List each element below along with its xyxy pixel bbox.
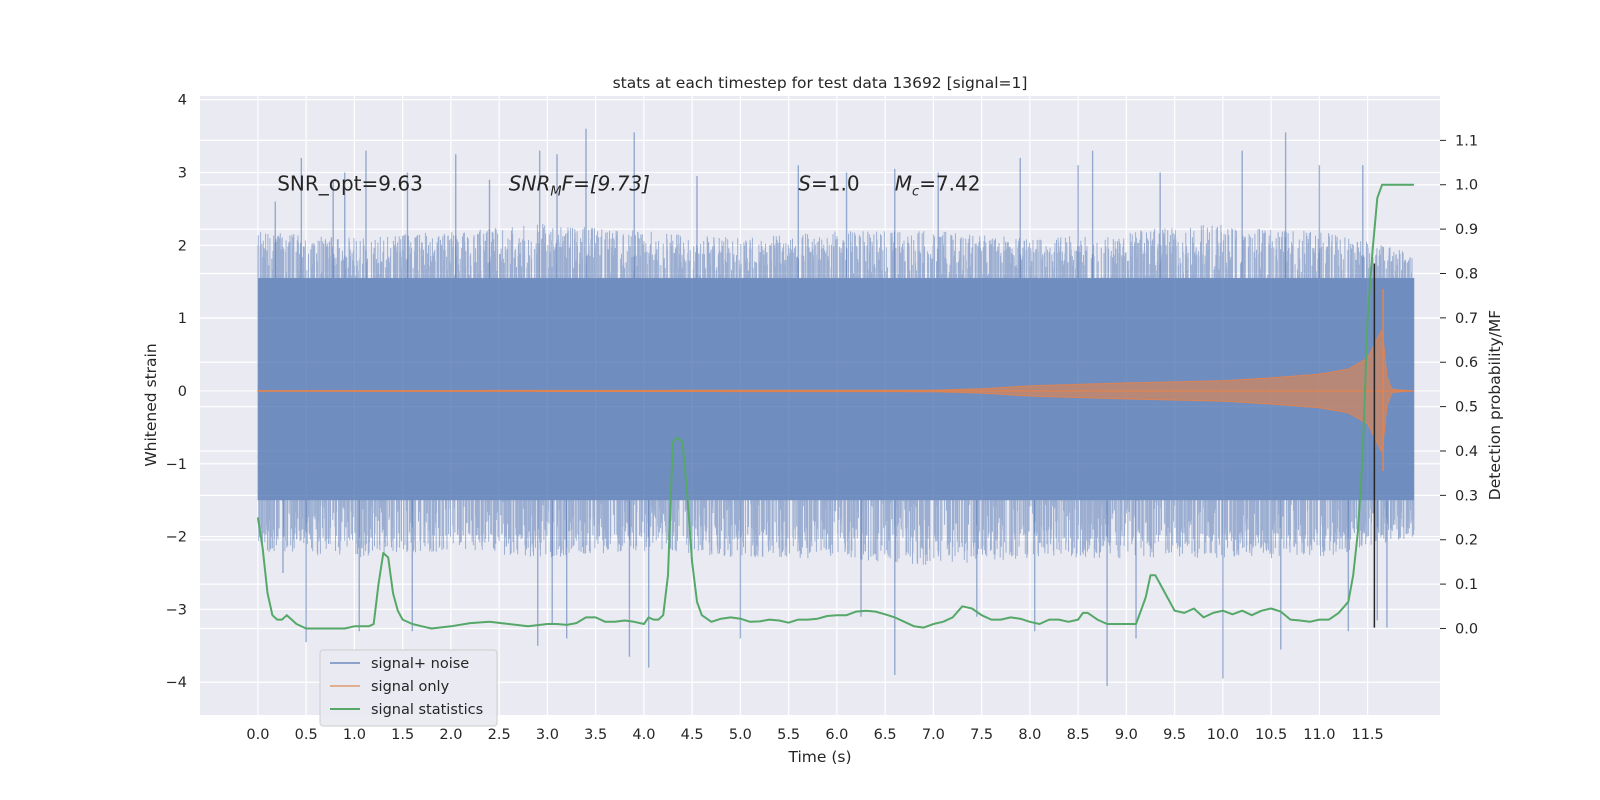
- legend-label-signal-only: signal only: [371, 679, 450, 695]
- x-tick-label: 5.5: [777, 727, 800, 743]
- x-tick-label: 4.5: [681, 727, 704, 743]
- x-tick-label: 4.0: [632, 727, 655, 743]
- annotation-text: Mc=7.42: [895, 171, 981, 199]
- y-axis-left-ticks: −4 −3 −2 −1 0 1 2 3 4: [166, 93, 187, 692]
- y-right-tick-label: 0.1: [1455, 577, 1478, 593]
- annotation-text: S=1.0: [798, 171, 859, 195]
- y-right-tick-label: 0.0: [1455, 621, 1478, 637]
- y-axis-right-ticks: 0.0 0.1 0.2 0.3 0.4 0.5 0.6 0.7 0.8 0.9 1.0 1.1: [1440, 133, 1478, 637]
- x-tick-label: 1.5: [391, 727, 414, 743]
- x-tick-label: 7.0: [922, 727, 945, 743]
- y-left-tick-label: −4: [166, 675, 187, 691]
- x-tick-label: 3.0: [536, 727, 559, 743]
- y-axis-right-label: Detection probability/MF: [1486, 310, 1504, 501]
- y-left-tick-label: 1: [178, 311, 187, 327]
- x-tick-label: 6.5: [874, 727, 897, 743]
- x-tick-label: 8.5: [1067, 727, 1090, 743]
- series-signal-only: [257, 288, 1414, 472]
- y-right-tick-label: 0.8: [1455, 266, 1478, 282]
- x-tick-label: 2.5: [488, 727, 511, 743]
- y-left-tick-label: 3: [178, 165, 187, 181]
- y-right-tick-label: 1.1: [1455, 133, 1478, 149]
- x-tick-label: 0.5: [295, 727, 318, 743]
- y-axis-left-label: Whitened strain: [142, 343, 160, 466]
- x-tick-label: 0.0: [246, 727, 269, 743]
- x-tick-label: 9.5: [1163, 727, 1186, 743]
- y-right-tick-label: 0.2: [1455, 533, 1478, 549]
- x-tick-label: 9.0: [1115, 727, 1138, 743]
- annotation-text: SNR_opt=9.63: [277, 171, 423, 195]
- y-right-tick-label: 0.5: [1455, 400, 1478, 416]
- x-tick-label: 2.0: [439, 727, 462, 743]
- y-right-tick-label: 0.4: [1455, 444, 1478, 460]
- legend-label-signal-plus-noise: signal+ noise: [371, 656, 469, 672]
- x-tick-label: 5.0: [729, 727, 752, 743]
- annotations: SNR_opt=9.63 SNRMF=[9.73] S=1.0 Mc=7.42: [277, 171, 980, 199]
- chart-title: stats at each timestep for test data 136…: [613, 74, 1028, 92]
- legend: signal+ noise signal only signal statist…: [319, 649, 498, 727]
- x-tick-label: 1.0: [343, 727, 366, 743]
- x-tick-label: 8.0: [1018, 727, 1041, 743]
- annotation-text: SNRMF=[9.73]: [509, 171, 650, 199]
- y-left-tick-label: −1: [166, 457, 187, 473]
- x-axis-ticks: 0.0 0.5 1.0 1.5 2.0 2.5 3.0 3.5 4.0 4.5 5.0 5.5 6.0 6…: [246, 727, 1383, 743]
- y-left-tick-label: 2: [178, 238, 187, 254]
- x-tick-label: 6.0: [825, 727, 848, 743]
- y-left-tick-label: −3: [166, 602, 187, 618]
- y-left-tick-label: 0: [178, 384, 187, 400]
- y-left-tick-label: −2: [166, 530, 187, 546]
- x-tick-label: 11.5: [1351, 727, 1383, 743]
- legend-box: [319, 649, 498, 727]
- y-right-tick-label: 1.0: [1455, 178, 1478, 194]
- x-tick-label: 10.0: [1207, 727, 1239, 743]
- y-right-tick-label: 0.6: [1455, 355, 1478, 371]
- y-right-tick-label: 0.9: [1455, 222, 1478, 238]
- series-signal-statistics: [256, 183, 1414, 630]
- y-right-tick-label: 0.7: [1455, 311, 1478, 327]
- x-tick-label: 3.5: [584, 727, 607, 743]
- y-right-tick-label: 0.3: [1455, 488, 1478, 504]
- statistics-line: [256, 183, 1414, 630]
- x-tick-label: 7.5: [970, 727, 993, 743]
- x-tick-label: 11.0: [1303, 727, 1335, 743]
- x-tick-label: 10.5: [1255, 727, 1287, 743]
- legend-label-signal-statistics: signal statistics: [371, 702, 483, 718]
- y-left-tick-label: 4: [178, 93, 187, 109]
- x-axis-label: Time (s): [787, 748, 851, 766]
